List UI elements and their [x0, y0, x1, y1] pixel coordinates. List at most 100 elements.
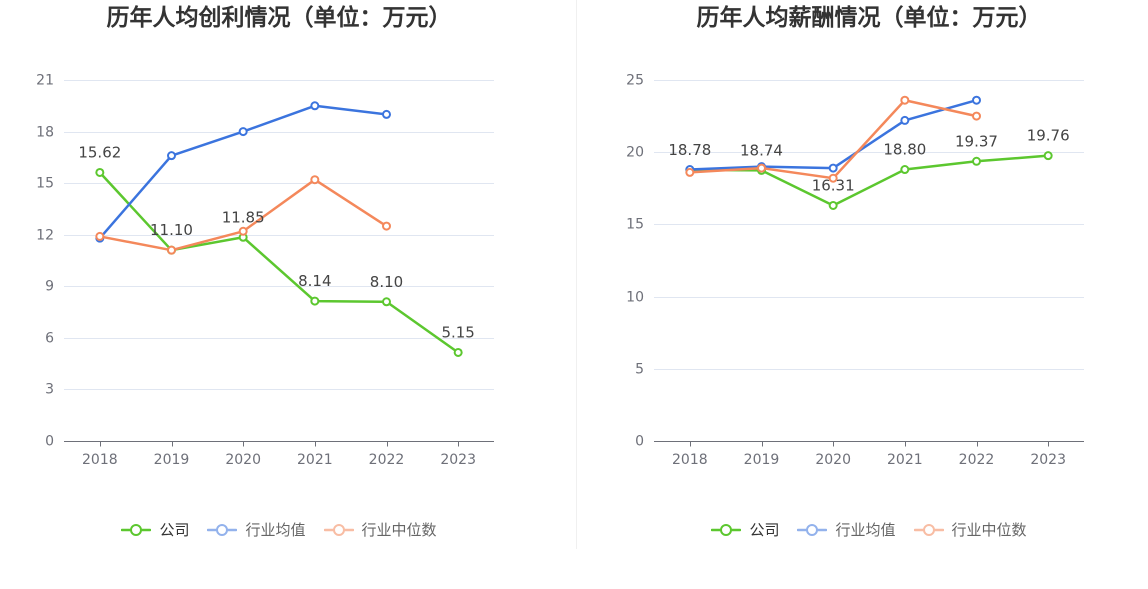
legend-item-industry-average[interactable]: 行业均值: [797, 518, 896, 542]
data-label: 18.80: [883, 141, 926, 159]
x-tick-label: 2018: [672, 452, 708, 468]
data-point-industry-average[interactable]: [972, 95, 981, 105]
data-point-industry-median[interactable]: [828, 173, 838, 183]
data-labels: 15.62 11.10 11.85 8.14 8.10 5.15: [78, 143, 475, 341]
x-tick-label: 2022: [369, 452, 405, 468]
x-axis: 2018 2019 2020 2021 2022 2023: [654, 441, 1084, 468]
legend-label: 行业中位数: [361, 521, 437, 539]
data-label: 11.85: [222, 208, 265, 226]
series-industry-median: [95, 175, 391, 255]
series-line-industry-average: [688, 98, 978, 171]
data-point-company[interactable]: [1043, 151, 1053, 161]
panel-per-capita-profit: 历年人均创利情况（单位：万元） 0 3 6 9 12 15 18 21 2018 2019 2020…: [0, 0, 558, 589]
y-axis: 0 3 6 9 12 15 18 21: [36, 73, 54, 450]
data-label: 18.78: [668, 141, 711, 159]
legend-item-industry-median[interactable]: 行业中位数: [913, 518, 1027, 542]
data-point-industry-average[interactable]: [382, 109, 391, 119]
y-tick-label: 10: [626, 290, 644, 306]
x-tick-label: 2020: [815, 452, 851, 468]
data-point-industry-median[interactable]: [238, 226, 248, 236]
data-point-company[interactable]: [972, 156, 981, 166]
y-tick-label: 5: [635, 362, 644, 378]
data-point-industry-median[interactable]: [757, 163, 766, 173]
legend-line-marker-icon: [323, 524, 354, 536]
x-axis: 2018 2019 2020 2021 2022 2023: [64, 441, 494, 468]
y-tick-label: 0: [45, 434, 54, 450]
data-point-company[interactable]: [453, 347, 463, 357]
data-point-company[interactable]: [382, 297, 391, 307]
chart-legend: 公司 行业均值 行业中位数: [0, 518, 558, 542]
y-tick-label: 15: [626, 217, 644, 233]
line-chart-per-capita-profit: 0 3 6 9 12 15 18 21 2018 2019 2020 2021 2022 2023 15.6…: [36, 73, 494, 468]
y-tick-label: 0: [635, 434, 644, 450]
data-label: 8.10: [370, 273, 403, 291]
data-point-industry-median[interactable]: [167, 245, 176, 255]
panel-per-capita-salary: 历年人均薪酬情况（单位：万元） 0 5 10 15 20 25 2018 2019 2020 20…: [590, 0, 1148, 589]
x-tick-label: 2019: [744, 452, 780, 468]
data-label: 19.76: [1027, 127, 1070, 145]
x-tick-label: 2019: [154, 452, 190, 468]
data-point-industry-average[interactable]: [310, 101, 320, 111]
series-company: [685, 151, 1053, 210]
legend-label: 公司: [159, 521, 190, 539]
panel-divider: [576, 0, 577, 549]
x-tick-label: 2022: [959, 452, 995, 468]
legend-line-marker-icon: [207, 524, 238, 536]
chart-legend: 公司 行业均值 行业中位数: [590, 518, 1148, 542]
y-tick-label: 6: [45, 331, 54, 347]
series-company: [95, 167, 463, 357]
data-point-industry-median[interactable]: [900, 95, 910, 105]
legend-item-industry-average[interactable]: 行业均值: [207, 518, 306, 542]
y-tick-label: 18: [36, 125, 54, 141]
y-tick-label: 15: [36, 176, 54, 192]
data-point-industry-median[interactable]: [310, 175, 320, 185]
legend-label: 行业均值: [835, 521, 896, 539]
y-tick-label: 21: [36, 73, 54, 89]
data-point-company[interactable]: [900, 165, 910, 175]
data-point-company[interactable]: [310, 296, 320, 306]
data-label: 19.37: [955, 132, 998, 150]
legend-item-company[interactable]: 公司: [711, 518, 779, 542]
legend-icon-circle: [332, 524, 345, 536]
y-tick-label: 12: [36, 228, 54, 244]
y-tick-label: 3: [45, 382, 54, 398]
legend-line-marker-icon: [913, 524, 944, 536]
grid-lines: [64, 80, 494, 390]
data-label: 11.10: [150, 221, 193, 239]
data-point-company[interactable]: [95, 167, 105, 177]
y-tick-label: 25: [626, 73, 644, 89]
data-point-industry-average[interactable]: [238, 127, 248, 137]
data-point-industry-average[interactable]: [828, 163, 838, 173]
data-point-industry-median[interactable]: [972, 111, 981, 121]
data-labels: 18.78 18.74 16.31 18.80 19.37 19.76: [668, 127, 1069, 195]
data-point-industry-median[interactable]: [685, 167, 695, 177]
data-label: 18.74: [740, 141, 783, 159]
legend-label: 公司: [749, 521, 780, 539]
data-point-industry-average[interactable]: [167, 151, 176, 161]
x-tick-label: 2023: [440, 452, 476, 468]
data-point-company[interactable]: [828, 200, 838, 210]
x-tick-label: 2018: [82, 452, 118, 468]
legend-line-marker-icon: [797, 524, 828, 536]
legend-icon-circle: [130, 524, 143, 536]
y-axis: 0 5 10 15 20 25: [626, 73, 644, 450]
data-point-industry-median[interactable]: [382, 221, 391, 231]
y-tick-label: 20: [626, 145, 644, 161]
y-tick-label: 9: [45, 279, 54, 295]
data-point-industry-average[interactable]: [900, 115, 910, 125]
data-point-industry-median[interactable]: [95, 231, 105, 241]
x-tick-label: 2021: [297, 452, 333, 468]
legend-label: 行业均值: [245, 521, 306, 539]
legend-line-marker-icon: [121, 524, 152, 536]
legend-icon-circle: [216, 524, 229, 536]
chart-title: 历年人均薪酬情况（单位：万元）: [696, 5, 1042, 31]
data-label: 15.62: [78, 143, 121, 161]
series-line-company: [688, 154, 1050, 207]
legend-item-industry-median[interactable]: 行业中位数: [323, 518, 437, 542]
legend-icon-circle: [720, 524, 733, 536]
legend-item-company[interactable]: 公司: [121, 518, 189, 542]
x-tick-label: 2021: [887, 452, 923, 468]
data-label: 5.15: [441, 323, 474, 341]
